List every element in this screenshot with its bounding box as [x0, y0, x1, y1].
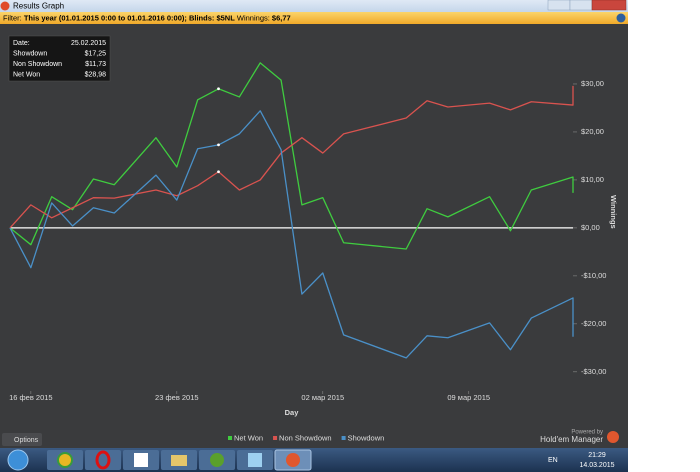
tooltip-key: Non Showdown	[13, 61, 62, 68]
x-tick-label: 23 фев 2015	[155, 393, 199, 402]
series-line	[9, 110, 574, 359]
legend-swatch	[273, 436, 278, 440]
minimize-button[interactable]	[547, 0, 571, 11]
legend-swatch	[341, 436, 346, 440]
tooltip-key: Showdown	[13, 50, 47, 57]
tooltip-key: Date:	[13, 40, 30, 47]
filter-text: This year (01.01.2015 0:00 to 01.01.2016…	[24, 13, 235, 22]
legend-label: Net Won	[234, 433, 263, 442]
title-bar	[0, 0, 628, 12]
tooltip-value: $17,25	[85, 50, 107, 57]
x-tick-label: 02 мар 2015	[301, 393, 344, 402]
brand-logo	[607, 431, 619, 443]
series-line	[9, 62, 574, 250]
tooltip-value: $11,73	[85, 61, 106, 68]
x-axis-title: Day	[285, 408, 300, 417]
y-tick-label: -$20,00	[581, 319, 606, 328]
winnings-label: Winnings:	[237, 13, 270, 22]
close-button[interactable]	[591, 0, 627, 11]
plot: $30,00 $20,00 $10,00 $0,00 -$10,00 -$20,00 -$3…	[9, 62, 618, 417]
x-tick-label: 16 фев 2015	[9, 393, 53, 402]
highlight-point	[217, 143, 220, 147]
chart-background	[0, 24, 628, 448]
y-axis-title: Winnings	[609, 195, 618, 229]
maximize-button[interactable]	[569, 0, 593, 11]
tooltip-value: $28,98	[85, 71, 107, 78]
start-button[interactable]	[7, 449, 29, 471]
y-tick-label: $0,00	[581, 223, 600, 232]
filter-label: Filter:	[3, 13, 22, 22]
clock-date: 14.03.2015	[579, 462, 614, 469]
brand-name: Hold'em Manager	[540, 435, 603, 444]
app-icon	[0, 1, 10, 11]
winnings-value: $6,77	[272, 13, 291, 22]
highlight-point	[217, 87, 220, 91]
powered-by: Powered by	[571, 430, 603, 436]
legend-label: Non Showdown	[279, 433, 332, 442]
clock-time: 21:29	[588, 452, 606, 459]
legend-label: Showdown	[348, 433, 385, 442]
window-title: Results Graph	[13, 2, 64, 11]
options-label: Options	[14, 437, 39, 444]
tooltip-rows: Date: 25.02.2015 Showdown $17,25 Non Showdow…	[13, 40, 106, 79]
options-button[interactable]	[2, 433, 42, 446]
tooltip	[8, 35, 111, 82]
filter: Filter: This year (01.01.2015 0:00 to 01…	[3, 13, 291, 22]
legend-swatch	[228, 436, 232, 440]
y-tick-label: $30,00	[581, 79, 604, 88]
y-tick-label: $20,00	[581, 127, 604, 136]
y-tick-label: -$10,00	[581, 271, 606, 280]
help-icon[interactable]	[616, 13, 626, 23]
x-tick-label: 09 мар 2015	[447, 393, 490, 402]
tooltip-key: Net Won	[13, 71, 40, 78]
highlight-point	[217, 170, 220, 174]
taskbar-opera[interactable]	[85, 450, 121, 470]
y-tick-label: $10,00	[581, 175, 604, 184]
filter-bar	[0, 12, 628, 24]
language: EN	[548, 457, 558, 464]
legend: Net Won Non Showdown Showdown	[228, 433, 384, 442]
tooltip-value: 25.02.2015	[71, 40, 106, 47]
series-line	[9, 85, 574, 229]
y-tick-label: -$30,00	[581, 367, 606, 376]
